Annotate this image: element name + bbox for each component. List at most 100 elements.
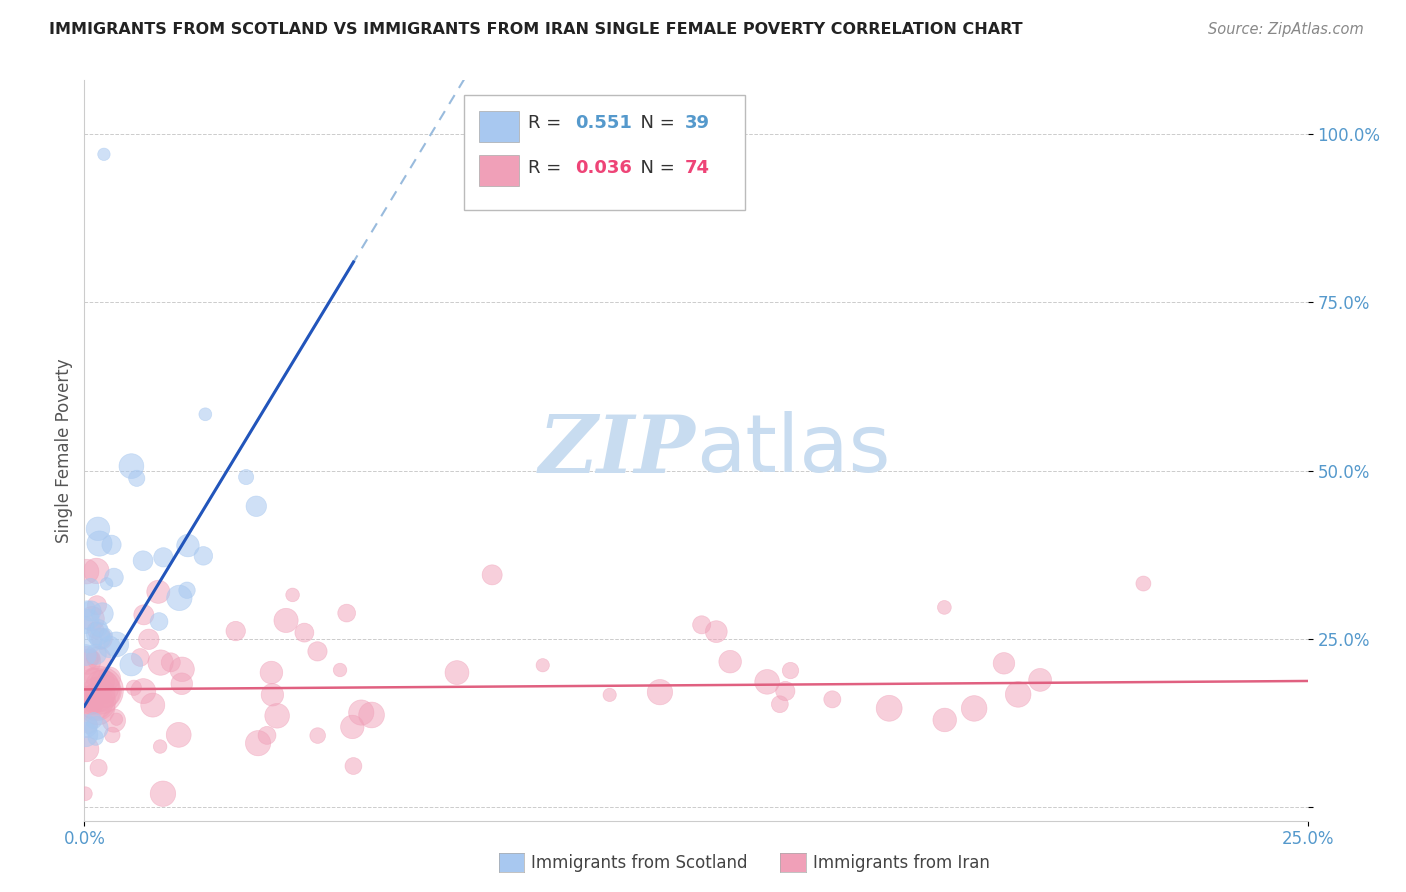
Point — [342, 720, 364, 734]
Point — [77, 655, 100, 669]
Point — [84, 624, 107, 638]
Text: atlas: atlas — [696, 411, 890, 490]
Text: IMMIGRANTS FROM SCOTLAND VS IMMIGRANTS FROM IRAN SINGLE FEMALE POVERTY CORRELATI: IMMIGRANTS FROM SCOTLAND VS IMMIGRANTS F… — [49, 22, 1022, 37]
Text: N =: N = — [628, 159, 681, 177]
Point — [75, 719, 97, 733]
Point — [86, 599, 108, 613]
Point — [94, 684, 117, 698]
Point — [80, 696, 103, 710]
Point — [266, 708, 288, 723]
Point — [138, 632, 160, 647]
Point — [87, 683, 110, 698]
Point — [82, 651, 104, 665]
Point — [821, 692, 844, 706]
Point — [235, 470, 257, 484]
Point — [446, 665, 468, 680]
Point — [247, 736, 270, 750]
Point — [292, 625, 315, 640]
FancyBboxPatch shape — [479, 155, 519, 186]
Point — [993, 657, 1015, 671]
Point — [87, 522, 110, 536]
Point — [84, 731, 107, 745]
Point — [87, 621, 110, 635]
Point — [83, 714, 105, 728]
Point — [934, 713, 956, 727]
Point — [934, 600, 956, 615]
Point — [690, 617, 713, 632]
Point — [142, 698, 165, 712]
Point — [1132, 576, 1154, 591]
Point — [245, 500, 267, 514]
Point — [75, 618, 97, 632]
Point — [132, 607, 155, 622]
Point — [481, 567, 503, 582]
Point — [167, 728, 190, 742]
Point — [75, 742, 97, 756]
Text: 0.036: 0.036 — [575, 159, 631, 177]
Point — [148, 615, 170, 629]
Text: Immigrants from Iran: Immigrants from Iran — [813, 854, 990, 871]
Point — [103, 570, 125, 584]
Point — [342, 759, 364, 773]
Point — [96, 577, 118, 591]
Point — [75, 787, 97, 801]
Point — [350, 706, 373, 720]
Point — [281, 588, 304, 602]
Point — [87, 687, 110, 701]
Point — [172, 662, 194, 676]
Point — [329, 663, 352, 677]
Text: Immigrants from Scotland: Immigrants from Scotland — [531, 854, 748, 871]
Point — [152, 787, 174, 801]
Point — [775, 684, 797, 698]
Point — [105, 712, 128, 726]
Point — [75, 688, 97, 702]
Text: R =: R = — [529, 159, 568, 177]
Point — [94, 628, 117, 642]
Point — [87, 701, 110, 715]
FancyBboxPatch shape — [479, 111, 519, 142]
Point — [87, 761, 110, 775]
Point — [103, 714, 125, 728]
Point — [769, 697, 792, 711]
Point — [75, 651, 97, 665]
Point — [76, 602, 98, 616]
Point — [307, 729, 329, 743]
Point — [1007, 687, 1029, 701]
Y-axis label: Single Female Poverty: Single Female Poverty — [55, 359, 73, 542]
Point — [148, 584, 170, 599]
Point — [89, 536, 111, 550]
Point — [718, 655, 741, 669]
Point — [90, 632, 112, 646]
Point — [274, 614, 297, 628]
Point — [120, 657, 142, 672]
Point — [149, 739, 172, 754]
Point — [80, 604, 103, 618]
Point — [756, 674, 779, 689]
Point — [963, 701, 986, 715]
Point — [87, 651, 110, 665]
Point — [149, 656, 172, 670]
Point — [77, 612, 100, 626]
Point — [336, 606, 359, 620]
Point — [75, 727, 97, 741]
Text: 74: 74 — [685, 159, 710, 177]
Point — [98, 671, 121, 685]
Text: 0.551: 0.551 — [575, 114, 631, 132]
Point — [877, 701, 900, 715]
Point — [79, 633, 101, 648]
Point — [531, 658, 554, 673]
Point — [122, 681, 145, 695]
Text: N =: N = — [628, 114, 681, 132]
Point — [83, 670, 105, 684]
Point — [599, 688, 621, 702]
Point — [177, 539, 200, 553]
Point — [307, 644, 329, 658]
Point — [262, 688, 284, 702]
Point — [779, 664, 801, 678]
Point — [132, 554, 155, 568]
Point — [86, 564, 108, 578]
Point — [77, 718, 100, 732]
Point — [91, 680, 114, 694]
Point — [89, 632, 111, 646]
Text: 39: 39 — [685, 114, 710, 132]
